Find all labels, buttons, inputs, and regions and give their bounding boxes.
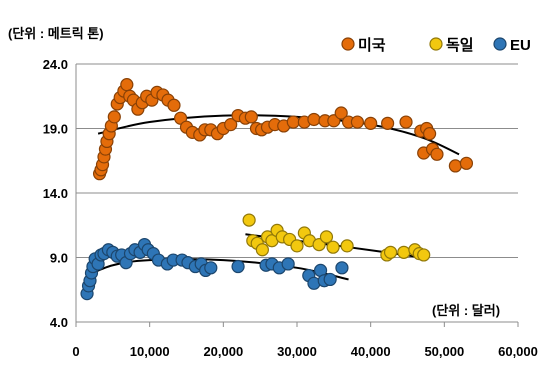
legend-marker-0 [342,38,354,50]
point-series-1-9 [291,240,303,252]
y-tick-label-3: 19.0 [43,122,68,137]
point-series-0-34 [245,111,257,123]
x-tick-label-3: 30,000 [277,344,317,359]
x-tick-label-6: 60,000 [498,344,538,359]
x-tick-label-5: 50,000 [424,344,464,359]
x-tick-label-4: 40,000 [351,344,391,359]
point-series-0-53 [424,128,436,140]
point-series-1-3 [256,244,268,256]
y-tick-label-0: 4.0 [50,315,68,330]
point-series-0-49 [382,117,394,129]
legend-marker-1 [430,38,442,50]
legend-label-0: 미국 [358,37,386,54]
point-series-1-14 [327,241,339,253]
point-series-0-12 [121,79,133,91]
point-series-0-58 [460,157,472,169]
point-series-0-48 [365,117,377,129]
point-series-0-47 [351,116,363,128]
point-series-1-18 [398,246,410,258]
point-series-2-29 [232,261,244,273]
x-tick-label-0: 0 [72,344,79,359]
point-series-0-50 [400,116,412,128]
y-tick-label-4: 24.0 [43,57,68,72]
point-series-1-21 [418,249,430,261]
legend-label-1: 독일 [446,37,474,54]
point-series-0-8 [108,111,120,123]
point-series-1-15 [341,240,353,252]
point-series-2-38 [324,273,336,285]
x-axis-unit-label: (단위 : 달러) [432,303,500,318]
point-series-2-33 [282,258,294,270]
x-tick-label-1: 10,000 [130,344,170,359]
point-series-2-28 [205,262,217,274]
point-series-0-42 [308,113,320,125]
point-series-0-22 [168,99,180,111]
y-tick-label-2: 14.0 [43,186,68,201]
legend: 미국 독일 EU [342,37,531,54]
point-series-0-56 [431,148,443,160]
point-series-1-17 [385,246,397,258]
x-tick-label-2: 20,000 [203,344,243,359]
legend-label-2: EU [510,37,531,54]
point-series-0-57 [449,160,461,172]
point-series-1-0 [243,214,255,226]
y-axis-unit-label: (단위 : 메트릭 톤) [8,26,104,41]
data-points [81,79,472,300]
point-series-2-39 [336,262,348,274]
y-tick-label-1: 9.0 [50,251,68,266]
point-series-0-40 [287,116,299,128]
legend-marker-2 [494,38,506,50]
